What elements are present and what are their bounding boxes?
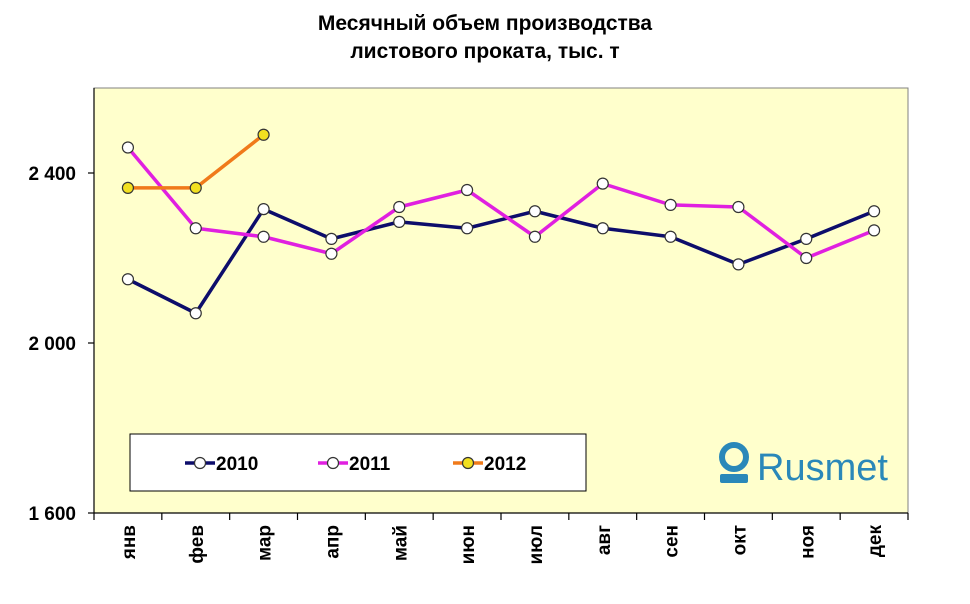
rusmet-logo-icon: [719, 442, 749, 483]
data-point: [189, 307, 202, 320]
legend-label: 2012: [484, 454, 526, 475]
x-tick-label: ноя: [797, 525, 818, 559]
legend-item-2011: 2011: [318, 454, 391, 475]
data-point: [800, 251, 813, 265]
series-2011: [121, 141, 881, 265]
data-point: [257, 230, 270, 243]
data-point: [867, 224, 881, 237]
data-point: [257, 203, 270, 216]
data-point: [528, 230, 542, 243]
series-line: [126, 146, 875, 260]
legend-item-2012: 2012: [453, 454, 526, 475]
x-tick-label: дек: [865, 525, 886, 558]
data-point: [664, 198, 677, 211]
chart-title-line-2: листового проката, тыс. т: [350, 40, 620, 63]
y-tick-label: 2 000: [28, 334, 76, 355]
x-tick-label: окт: [729, 525, 750, 555]
data-point: [393, 215, 406, 228]
data-point: [121, 181, 135, 194]
rusmet-logo: Rusmet: [719, 442, 888, 489]
legend-item-2010: 2010: [185, 454, 258, 475]
data-point: [800, 232, 813, 245]
data-point: [732, 200, 745, 214]
data-point: [732, 258, 745, 271]
data-point: [121, 273, 135, 286]
data-point: [596, 177, 609, 190]
data-point: [121, 141, 135, 154]
data-point: [460, 222, 474, 235]
data-point: [257, 128, 270, 141]
data-point: [867, 205, 881, 218]
legend-swatch-marker: [326, 456, 340, 470]
data-point: [664, 230, 677, 243]
y-tick-label: 1 600: [28, 504, 76, 525]
x-tick-label: июн: [458, 525, 479, 564]
legend-swatch-marker: [193, 456, 207, 470]
data-point: [596, 222, 609, 235]
x-tick-label: апр: [322, 525, 343, 559]
legend-label: 2011: [349, 454, 391, 475]
x-tick-label: июл: [526, 525, 547, 565]
legend-label: 2010: [216, 454, 258, 475]
y-tick-label: 2 400: [28, 164, 76, 185]
x-tick-label: янв: [119, 525, 140, 560]
data-point: [325, 232, 338, 245]
data-point: [325, 247, 338, 260]
series-2012: [121, 128, 270, 194]
legend-swatch-marker: [461, 456, 475, 470]
brand-name: Rusmet: [757, 447, 888, 489]
x-tick-label: фев: [187, 525, 208, 564]
logo-base: [720, 474, 748, 483]
x-tick-label: сен: [662, 525, 683, 558]
legend: 2010 2011 2012: [129, 433, 587, 492]
data-point: [189, 222, 202, 235]
chart-title: Месячный объем производства листового пр…: [0, 10, 970, 66]
series-line: [127, 207, 875, 315]
x-tick-label: авг: [594, 525, 615, 555]
data-point: [189, 181, 202, 194]
data-point: [393, 200, 406, 214]
x-tick-label: май: [390, 525, 411, 561]
series-2010: [121, 203, 881, 320]
data-point: [460, 183, 474, 197]
logo-ring: [719, 442, 749, 472]
chart-title-line-1: Месячный объем производства: [317, 12, 653, 35]
data-point: [528, 205, 542, 218]
x-tick-label: мар: [255, 525, 276, 561]
